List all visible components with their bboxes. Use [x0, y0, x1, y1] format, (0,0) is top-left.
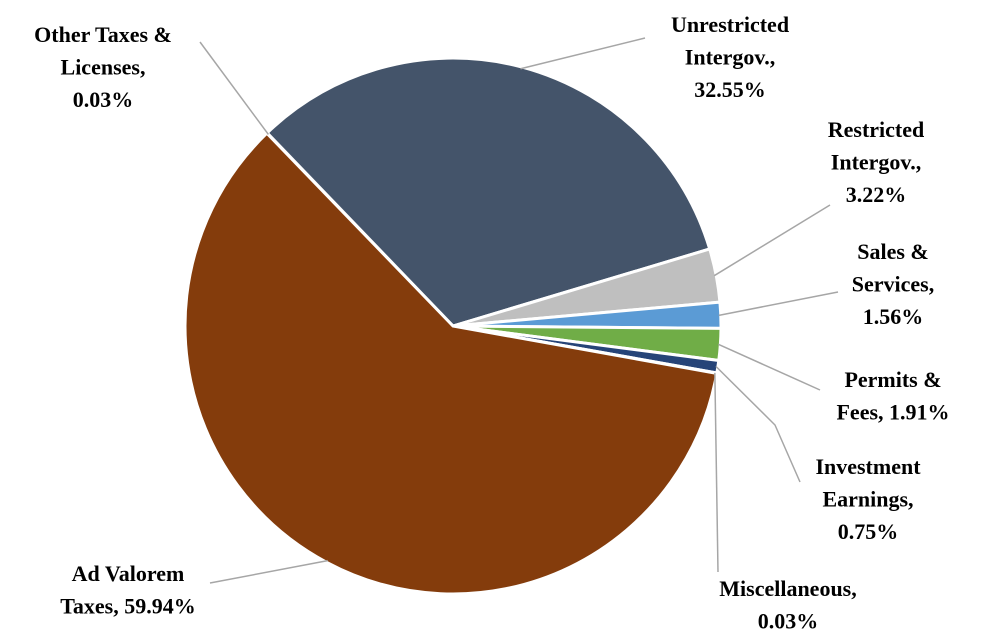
pie-slice [265, 56, 712, 328]
data-label-line: 0.75% [838, 519, 899, 544]
data-label-line: Earnings, [822, 487, 913, 512]
data-label: Other Taxes & Licenses, 0.03% [34, 22, 172, 112]
leader-line [718, 291, 839, 317]
data-label-line: Services, [852, 272, 934, 297]
leader-line [714, 372, 719, 573]
data-label-line: Ad Valorem [72, 561, 185, 586]
data-label-line: 3.22% [846, 182, 907, 207]
data-label: Permits & Fees, 1.91% [836, 367, 949, 425]
data-label-line: Other Taxes & [34, 22, 172, 47]
data-label-line: Permits & [844, 367, 941, 392]
data-label-line: Intergov., [685, 45, 775, 70]
data-label: Miscellaneous, 0.03% [719, 576, 857, 634]
data-label-line: Taxes, 59.94% [60, 594, 195, 619]
data-label-line: 0.03% [73, 87, 134, 112]
data-label-line: Investment [815, 454, 921, 479]
pie-slice [183, 131, 719, 596]
leader-line [715, 365, 801, 483]
data-label-line: Miscellaneous, [719, 576, 857, 601]
leader-line [199, 41, 270, 135]
data-label-line: 32.55% [694, 77, 766, 102]
data-label: Restricted Intergov., 3.22% [828, 117, 925, 207]
leader-line [718, 343, 821, 391]
leader-line [713, 204, 831, 277]
data-label-line: Fees, 1.91% [836, 400, 949, 425]
data-label: Unrestricted Intergov., 32.55% [671, 12, 789, 102]
data-label-line: Unrestricted [671, 12, 789, 37]
leader-line [209, 559, 328, 584]
data-label-line: Intergov., [831, 150, 921, 175]
leader-line [520, 37, 646, 70]
data-label-line: Licenses, [61, 55, 146, 80]
data-label-line: 1.56% [863, 304, 924, 329]
data-label: Ad Valorem Taxes, 59.94% [60, 561, 195, 619]
data-label: Sales & Services, 1.56% [852, 239, 934, 329]
data-label-line: 0.03% [758, 609, 819, 634]
data-label-line: Restricted [828, 117, 925, 142]
data-label-line: Sales & [857, 239, 929, 264]
data-label: Investment Earnings, 0.75% [815, 454, 921, 544]
